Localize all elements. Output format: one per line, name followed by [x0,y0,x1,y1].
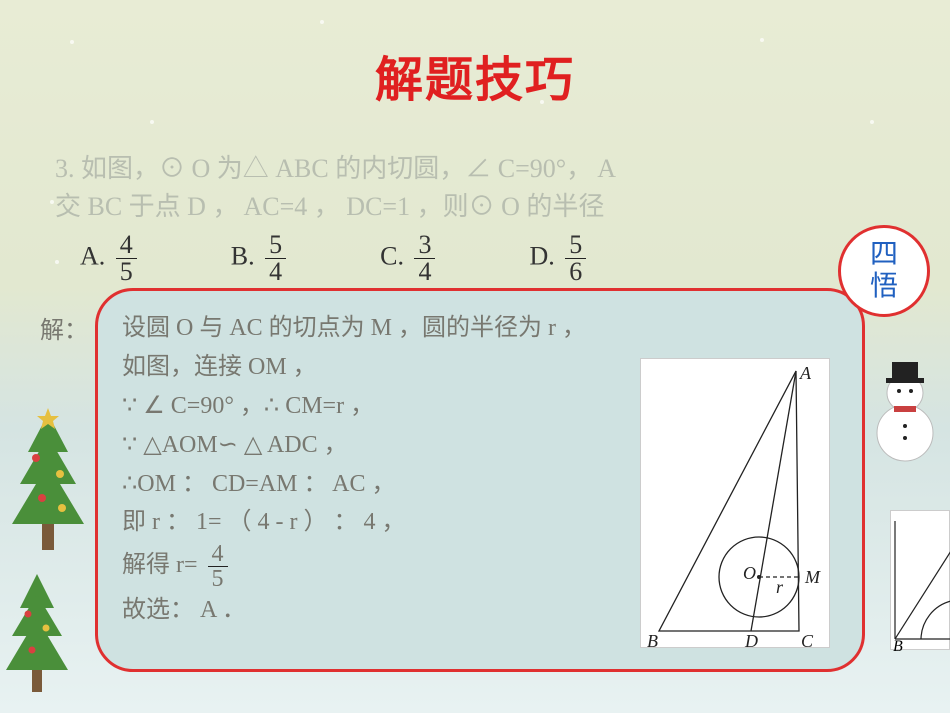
option-d: D. 56 [529,232,590,285]
tree-icon [6,408,91,563]
svg-text:M: M [804,567,821,587]
svg-text:A: A [799,363,812,383]
solution-label: 解： [40,310,88,345]
option-b: B. 54 [231,232,290,285]
geometry-diagram-partial: B [890,510,950,650]
svg-text:B: B [893,638,903,651]
tree-icon [2,570,72,700]
svg-text:D: D [744,631,758,649]
snowman-icon [870,348,940,468]
svg-text:r: r [776,577,784,597]
badge-text: 四 [870,239,898,271]
page-title: 解题技巧 [0,40,950,110]
options-row: A. 45 B. 54 C. 34 D. 56 [80,232,880,285]
svg-text:C: C [801,631,814,649]
problem-line: 3. 如图，⊙ O 为△ ABC 的内切圆，∠ C=90°， A [55,150,925,188]
option-a: A. 45 [80,232,141,285]
svg-text:B: B [647,631,658,649]
option-c: C. 34 [380,232,439,285]
geometry-diagram: A B C D O Mr [640,358,830,648]
svg-text:O: O [743,563,756,583]
problem-text: 3. 如图，⊙ O 为△ ABC 的内切圆，∠ C=90°， A 交 BC 于点… [55,150,925,225]
badge-text: 悟 [870,271,898,303]
problem-line: 交 BC 于点 D ， AC=4 ， DC=1 ，则⊙ O 的半径 [55,188,925,226]
solution-line: 设圆 O 与 AC 的切点为 M ，圆的半径为 r ， [122,309,838,348]
badge-circle: 四 悟 [838,225,930,317]
